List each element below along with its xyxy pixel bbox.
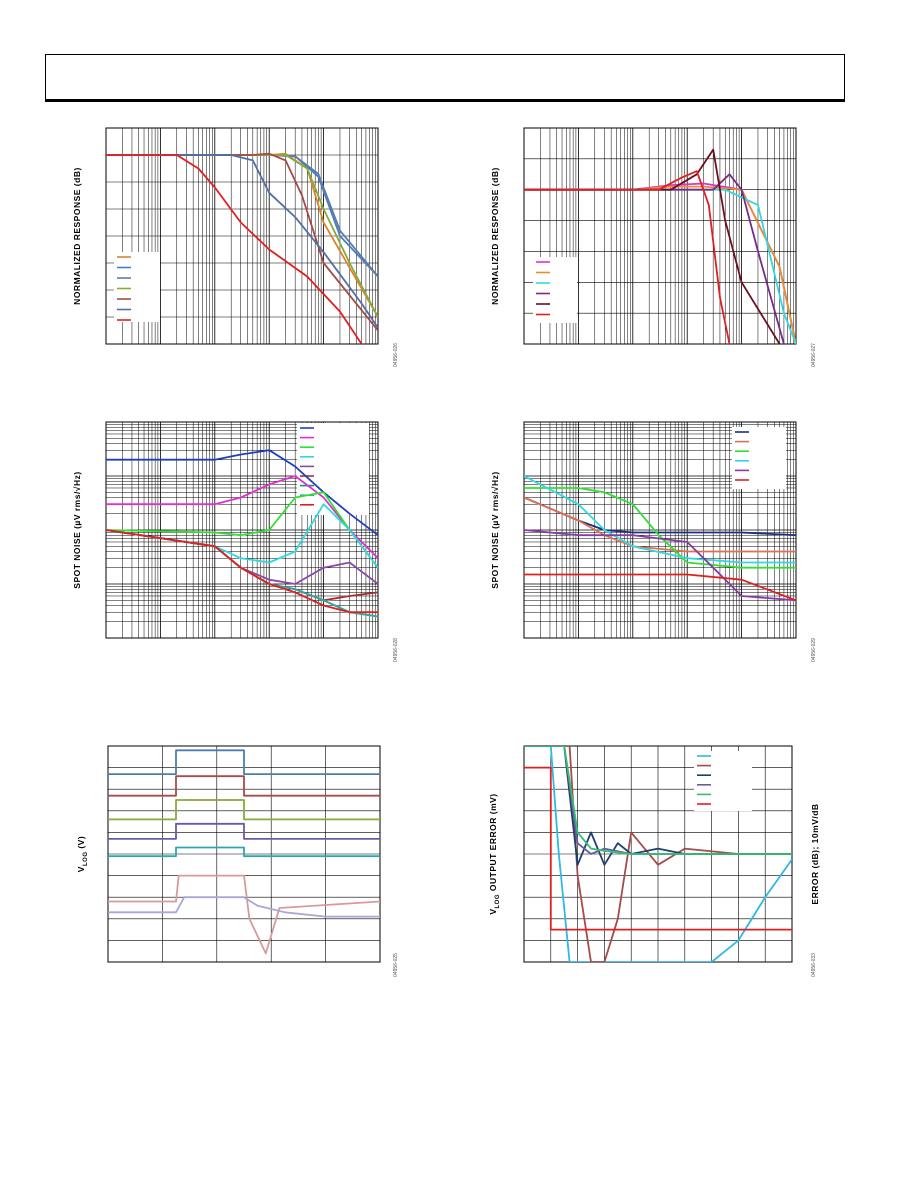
legend-c3: [297, 423, 369, 515]
plot-frame-c1: [105, 127, 379, 345]
chart-c2: NORMALIZED RESPONSE (dB) 04956-027: [490, 127, 817, 367]
series-line-c1-5: [106, 152, 378, 332]
series-line-c5-5: [108, 846, 380, 858]
series-line-c1-7: [106, 154, 363, 344]
series-line-c4-3: [524, 487, 796, 569]
chart-c6: VLOG OUTPUT ERROR (mV) ERROR (dB); 10mV/d…: [488, 745, 820, 977]
chart-c3: SPOT NOISE (µV rms/√Hz) 04956-028: [72, 421, 399, 662]
series-line-c3-7: [106, 529, 378, 618]
chart-c5: VLOG (V) 04956-025: [76, 745, 399, 977]
series-line-c3-5: [106, 529, 378, 585]
legend-box: [114, 252, 160, 322]
figure-number: 04956-028: [393, 638, 399, 662]
legend-c4: [732, 427, 786, 489]
y-axis-label: SPOT NOISE (µV rms/√Hz): [490, 471, 500, 588]
chart-c4: SPOT NOISE (µV rms/√Hz) 04956-029: [490, 421, 817, 662]
y-axis-label: NORMALIZED RESPONSE (dB): [490, 167, 500, 305]
series-line-c5-2: [108, 775, 380, 797]
series-line-c5-6: [108, 874, 380, 955]
legend-c6: [694, 751, 752, 811]
series-line-c5-7: [108, 896, 380, 918]
y-axis-label: VLOG OUTPUT ERROR (mV): [488, 793, 501, 914]
figure-number: 04956-033: [811, 953, 817, 977]
legend-box: [694, 751, 752, 811]
plot-frame-c5: [107, 745, 381, 963]
series-line-c4-6: [524, 573, 796, 602]
series-line-c3-8: [106, 529, 378, 618]
y-axis-label-right: ERROR (dB); 10mV/dB: [810, 803, 820, 904]
series-line-c6-6: [524, 766, 792, 931]
legend-box: [533, 257, 577, 323]
series-line-c4-4: [524, 475, 796, 564]
series-line-c6-2: [524, 746, 792, 962]
chart-c1: NORMALIZED RESPONSE (dB) 04956-026: [72, 127, 399, 367]
series-line-c1-4: [106, 154, 378, 318]
series-line-c3-9: [106, 529, 378, 614]
series-line-c2-5: [524, 148, 781, 344]
series-line-c3-1: [106, 449, 378, 536]
figure-number: 04956-026: [393, 343, 399, 367]
figure-number: 04956-025: [393, 953, 399, 977]
legend-c1: [114, 252, 160, 322]
series-line-c3-4: [106, 503, 378, 569]
grid-c5: [108, 746, 380, 962]
y-axis-label: VLOG (V): [76, 836, 89, 872]
series-line-c3-3: [106, 491, 378, 569]
plot-frame-c2: [523, 127, 797, 345]
series-line-c6-1: [524, 746, 792, 962]
series-line-c2-6: [524, 170, 731, 344]
figure-number: 04956-029: [811, 638, 817, 662]
y-axis-label: NORMALIZED RESPONSE (dB): [72, 167, 82, 305]
page-header-box: [45, 54, 845, 102]
series-line-c4-1: [524, 496, 796, 537]
series-line-c1-6: [106, 154, 378, 329]
series-line-c4-5: [524, 529, 796, 602]
series-line-c4-2: [524, 496, 796, 553]
series-line-c6-5: [524, 746, 792, 855]
legend-c2: [533, 257, 577, 323]
legend-box: [732, 427, 786, 489]
figure-number: 04956-027: [811, 343, 817, 367]
series-line-c2-4: [524, 173, 785, 344]
series-line-c5-1: [108, 749, 380, 775]
series-line-c5-4: [108, 822, 380, 840]
series-line-c5-3: [108, 799, 380, 821]
y-axis-label: SPOT NOISE (µV rms/√Hz): [72, 471, 82, 588]
